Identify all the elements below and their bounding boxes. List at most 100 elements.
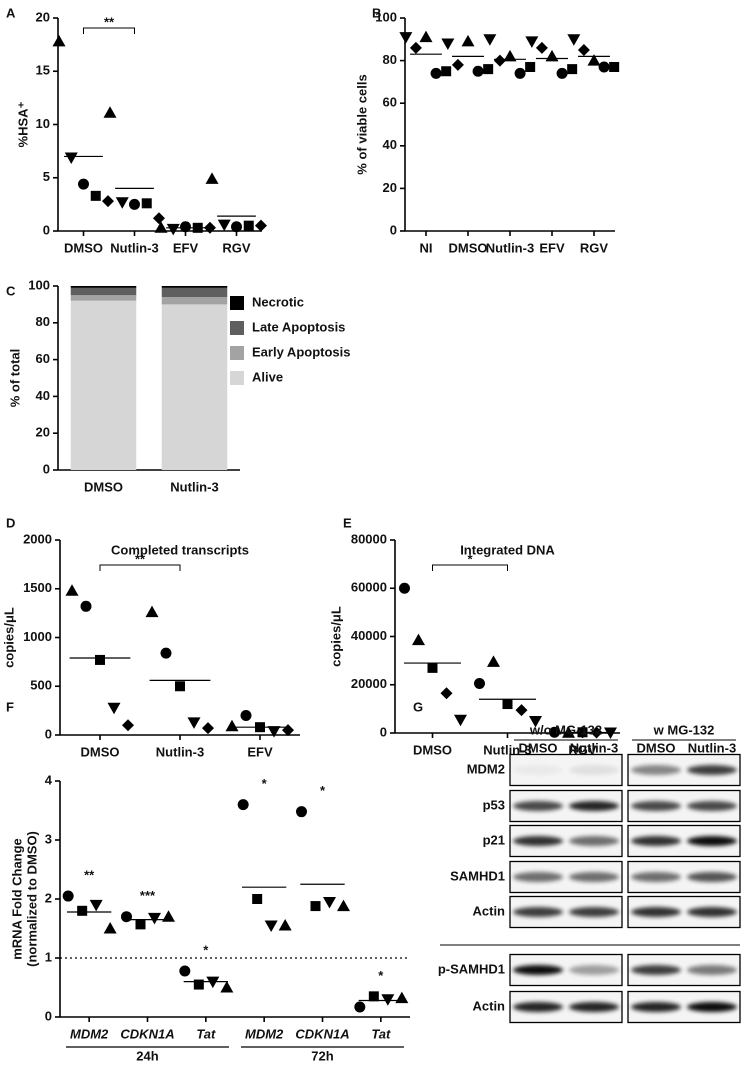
bar-segment: [70, 286, 137, 288]
y-tick-label: 100: [375, 9, 397, 24]
significance-bracket: [432, 564, 508, 571]
y-tick-label: 0: [390, 222, 397, 237]
data-point: [80, 600, 92, 612]
data-point: [535, 41, 548, 54]
data-point: [193, 979, 204, 990]
data-point: [121, 911, 132, 923]
data-point: [525, 61, 536, 72]
data-point: [430, 67, 442, 79]
x-tick-label: DMSO: [84, 479, 123, 494]
row-label: p-SAMHD1: [438, 961, 505, 976]
y-tick-label: 40000: [351, 628, 387, 643]
bar-segment: [70, 287, 137, 296]
data-point: [152, 212, 165, 225]
significance-label: ***: [140, 888, 156, 903]
significance-bracket: [83, 27, 135, 34]
bar-segment: [161, 286, 228, 288]
y-tick-label: 60: [36, 351, 50, 366]
legend-label: Early Apoptosis: [252, 344, 350, 359]
blot-band: [569, 965, 619, 975]
y-tick-label: 10: [36, 116, 50, 131]
data-point: [412, 633, 425, 646]
blot-band: [569, 907, 619, 917]
panel-label: C: [6, 283, 16, 298]
data-point: [529, 715, 542, 728]
y-tick-label: 80: [36, 314, 50, 329]
data-point: [461, 34, 475, 47]
x-tick-label: EFV: [247, 744, 273, 759]
data-point: [310, 901, 321, 912]
x-tick-label: CDKN1A: [120, 1026, 174, 1041]
legend-swatch: [230, 321, 244, 335]
blot-band: [513, 801, 563, 811]
y-tick-label: 60000: [351, 580, 387, 595]
y-tick-label: 15: [36, 63, 50, 78]
significance-label: *: [467, 551, 473, 566]
y-tick-label: 5: [43, 169, 50, 184]
data-point: [107, 702, 121, 715]
x-tick-label: Tat: [371, 1026, 391, 1041]
row-label: SAMHD1: [450, 868, 505, 883]
y-axis-label: copies/μL: [328, 606, 343, 667]
data-point: [296, 806, 307, 818]
data-point: [545, 49, 559, 62]
bar-segment: [161, 287, 228, 298]
y-tick-label: 20000: [351, 676, 387, 691]
data-point: [567, 64, 578, 75]
x-tick-label: CDKN1A: [295, 1026, 349, 1041]
bar-segment: [161, 304, 228, 470]
legend-swatch: [230, 371, 244, 385]
x-tick-label: DMSO: [413, 742, 452, 757]
data-point: [243, 220, 254, 231]
data-point: [220, 981, 234, 993]
significance-label: **: [84, 867, 95, 882]
data-point: [64, 152, 78, 165]
data-point: [487, 655, 500, 667]
bar-segment: [70, 295, 137, 301]
data-point: [474, 678, 485, 690]
blot-band: [569, 872, 619, 882]
data-point: [202, 722, 214, 735]
blot-band: [513, 765, 563, 775]
significance-label: **: [104, 14, 115, 29]
data-point: [78, 178, 89, 190]
condition-label: w MG-132: [653, 722, 715, 737]
panel-label: B: [372, 5, 381, 20]
blot-band: [569, 1002, 619, 1012]
x-tick-label: EFV: [173, 240, 199, 255]
data-point: [427, 662, 438, 673]
legend-swatch: [230, 346, 244, 360]
row-label: MDM2: [467, 761, 505, 776]
lane-label: DMSO: [637, 740, 676, 755]
y-axis-label: mRNA Fold Change: [9, 838, 24, 960]
data-point: [399, 582, 410, 594]
data-point: [135, 919, 146, 930]
x-tick-label: MDM2: [70, 1026, 109, 1041]
y-tick-label: 4: [45, 772, 53, 787]
x-tick-label: DMSO: [81, 744, 120, 759]
data-point: [65, 584, 79, 596]
x-tick-label: Tat: [196, 1026, 216, 1041]
blot-band: [687, 801, 737, 811]
y-tick-label: 1000: [23, 629, 52, 644]
data-point: [180, 221, 191, 233]
blot-band: [631, 872, 681, 882]
legend-swatch: [230, 296, 244, 310]
data-point: [62, 890, 74, 902]
blot-band: [687, 965, 737, 975]
y-tick-label: 0: [43, 461, 50, 476]
data-point: [225, 719, 239, 732]
data-point: [166, 223, 180, 236]
x-tick-label: Nutlin-3: [486, 240, 534, 255]
lane-label: DMSO: [519, 740, 558, 755]
data-point: [145, 605, 159, 618]
data-point: [103, 106, 117, 118]
blot-band: [687, 836, 737, 846]
y-tick-label: 20: [36, 425, 50, 440]
blot-band: [631, 765, 681, 775]
data-point: [567, 34, 581, 46]
group-label: 24h: [136, 1048, 158, 1063]
data-point: [451, 58, 464, 71]
significance-label: *: [378, 968, 384, 983]
